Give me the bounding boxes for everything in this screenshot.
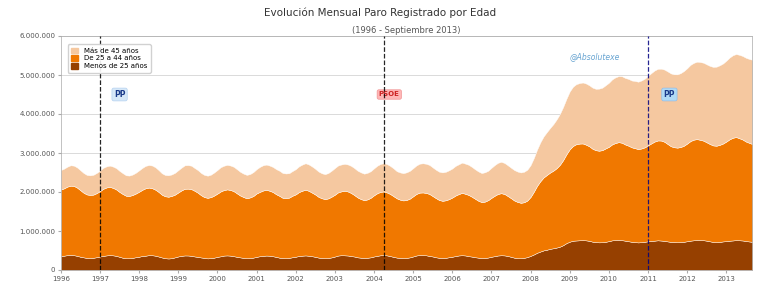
- Title: (1996 - Septiembre 2013): (1996 - Septiembre 2013): [353, 26, 461, 35]
- Text: Evolución Mensual Paro Registrado por Edad: Evolución Mensual Paro Registrado por Ed…: [264, 8, 496, 18]
- Text: @Absolutexe: @Absolutexe: [569, 52, 619, 62]
- Text: PP: PP: [663, 90, 675, 99]
- Text: PP: PP: [114, 90, 125, 99]
- Text: PSOE: PSOE: [379, 92, 400, 98]
- Legend: Más de 45 años, De 25 a 44 años, Menos de 25 años: Más de 45 años, De 25 a 44 años, Menos d…: [68, 44, 150, 73]
